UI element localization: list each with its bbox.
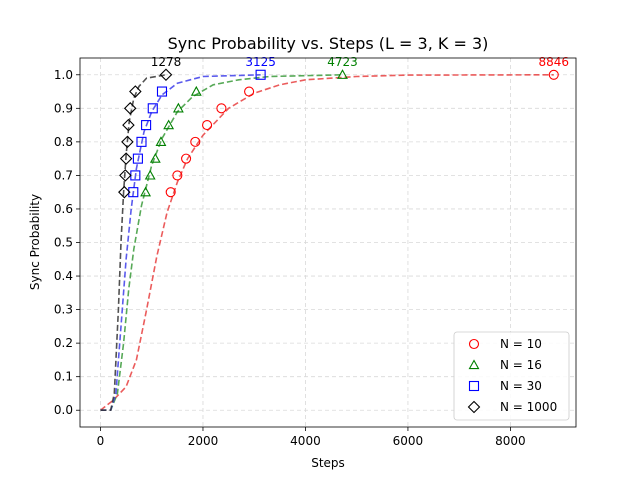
data-point-n-30 xyxy=(128,187,139,198)
data-point-n-16 xyxy=(190,85,202,96)
data-point-n-1000 xyxy=(159,68,173,82)
data-point-n-10 xyxy=(181,153,192,164)
y-tick-label: 0.1 xyxy=(54,370,73,384)
legend-marker-n-16 xyxy=(468,359,480,370)
data-point-n-10 xyxy=(190,136,201,147)
fit-lines-layer xyxy=(100,74,554,411)
data-point-n-10 xyxy=(548,69,559,80)
data-point-n-1000 xyxy=(121,135,134,149)
legend-label-n-1000: N = 1000 xyxy=(500,400,557,414)
data-point-n-16 xyxy=(337,69,348,79)
data-point-n-10 xyxy=(216,103,227,114)
y-tick-label: 0.0 xyxy=(54,403,73,417)
data-point-n-10 xyxy=(244,86,255,97)
data-point-n-1000 xyxy=(129,85,142,98)
data-points-layer xyxy=(118,68,559,199)
annotation-n-16: 4723 xyxy=(327,55,358,69)
data-point-n-1000 xyxy=(122,118,135,132)
y-tick-label: 0.5 xyxy=(54,236,73,250)
data-point-n-30 xyxy=(141,120,152,131)
x-axis-label: Steps xyxy=(311,456,345,470)
x-tick-label: 4000 xyxy=(290,434,321,448)
legend-box xyxy=(453,331,570,421)
annotation-n-30: 3125 xyxy=(245,55,276,69)
data-point-n-1000 xyxy=(123,102,137,115)
legend-marker-n-30 xyxy=(468,380,480,392)
x-tick-label: 6000 xyxy=(393,434,424,448)
legend-label-n-10: N = 10 xyxy=(500,337,542,351)
data-point-n-30 xyxy=(156,86,168,97)
data-point-n-16 xyxy=(163,119,175,130)
chart-title: Sync Probability vs. Steps (L = 3, K = 3… xyxy=(168,34,489,53)
y-tick-label: 1.0 xyxy=(54,68,73,82)
fit-line-n-1000 xyxy=(100,74,167,411)
data-point-n-30 xyxy=(255,69,266,80)
legend-label-n-16: N = 16 xyxy=(500,358,542,372)
data-point-n-10 xyxy=(202,120,213,131)
y-tick-label: 0.6 xyxy=(54,202,73,216)
data-point-n-30 xyxy=(132,153,143,164)
fit-line-n-16 xyxy=(100,74,343,411)
data-point-n-16 xyxy=(172,102,184,113)
y-tick-label: 0.8 xyxy=(54,135,73,149)
data-point-n-16 xyxy=(144,169,156,180)
annotation-n-10: 8846 xyxy=(538,55,569,69)
legend-label-n-30: N = 30 xyxy=(500,379,542,393)
data-point-n-30 xyxy=(136,136,147,147)
data-point-n-1000 xyxy=(119,152,133,165)
data-point-n-16 xyxy=(149,153,161,163)
data-point-n-1000 xyxy=(119,169,132,182)
legend-marker-n-10 xyxy=(468,338,480,350)
y-axis-ticks: 0.0 0.1 0.2 0.3 0.4 0.5 0.6 0.7 0.8 0.9 1.0 xyxy=(54,68,80,417)
fit-line-n-10 xyxy=(100,74,554,411)
data-point-n-10 xyxy=(165,187,176,198)
x-tick-label: 0 xyxy=(97,434,105,448)
y-axis-label: Sync Probability xyxy=(28,194,42,290)
fit-line-n-30 xyxy=(100,74,261,411)
y-tick-label: 0.7 xyxy=(54,168,73,182)
y-tick-label: 0.2 xyxy=(54,336,73,350)
data-point-n-10 xyxy=(172,170,183,181)
legend-marker-n-1000 xyxy=(467,400,481,414)
annotation-n-1000: 1278 xyxy=(151,55,182,69)
data-point-n-16 xyxy=(140,186,152,197)
x-tick-label: 2000 xyxy=(188,434,219,448)
data-point-n-1000 xyxy=(118,185,131,199)
x-axis-ticks: 0 2000 4000 6000 8000 xyxy=(97,427,526,448)
x-tick-label: 8000 xyxy=(495,434,526,448)
y-tick-label: 0.3 xyxy=(54,303,73,317)
data-point-n-16 xyxy=(155,136,167,147)
data-point-n-30 xyxy=(147,103,158,114)
legend: N = 10 N = 16 N = 30 N = 1000 xyxy=(453,331,570,421)
y-tick-label: 0.4 xyxy=(54,269,73,283)
y-tick-label: 0.9 xyxy=(54,101,73,115)
